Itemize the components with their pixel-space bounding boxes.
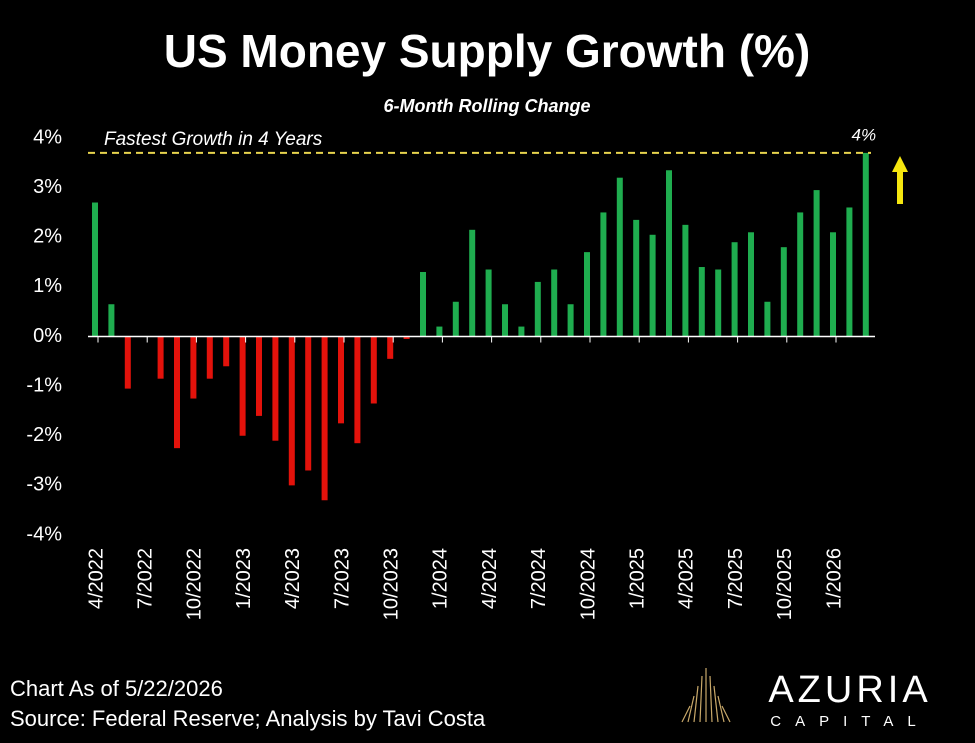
y-tick-label: -3% xyxy=(26,474,62,496)
bar xyxy=(731,242,738,337)
bar xyxy=(584,252,590,337)
y-tick-label: 4% xyxy=(33,126,62,148)
x-tick-label: 1/2026 xyxy=(823,548,845,609)
x-tick-label: 4/2023 xyxy=(282,548,304,609)
x-tick-label: 1/2023 xyxy=(233,548,255,609)
bar xyxy=(649,234,656,337)
logo-mark xyxy=(681,668,731,723)
bar xyxy=(239,336,246,436)
bar xyxy=(452,301,459,337)
x-tick-label: 7/2025 xyxy=(725,548,747,609)
x-tick-label: 7/2023 xyxy=(331,548,353,609)
logo-name: AZURIA xyxy=(768,669,931,711)
bar xyxy=(370,336,377,404)
bar xyxy=(420,271,426,337)
bar xyxy=(616,177,623,337)
bar xyxy=(518,326,525,337)
x-tick-label: 10/2023 xyxy=(380,548,402,620)
bar xyxy=(92,202,98,337)
bar xyxy=(780,247,787,337)
y-tick-label: 1% xyxy=(33,275,62,297)
bar xyxy=(223,336,230,367)
bar xyxy=(354,336,361,444)
x-tick-label: 1/2024 xyxy=(430,548,452,609)
bar xyxy=(846,207,853,337)
x-tick-label: 10/2022 xyxy=(184,548,206,620)
chart-title: US Money Supply Growth (%) xyxy=(164,25,811,77)
x-tick-label: 7/2022 xyxy=(134,548,156,609)
bar xyxy=(124,336,131,389)
x-tick-label: 4/2024 xyxy=(479,548,501,609)
x-tick-label: 7/2024 xyxy=(528,548,550,609)
bar xyxy=(305,336,312,471)
y-tick-label: 3% xyxy=(33,176,62,198)
bar xyxy=(436,326,443,337)
logo-tagline: CAPITAL xyxy=(770,713,929,730)
bar xyxy=(206,336,213,379)
value-label: 4% xyxy=(852,125,877,144)
bar xyxy=(256,336,262,416)
footer-note: Chart As of 5/22/2026 xyxy=(10,676,223,701)
bar xyxy=(748,232,754,337)
bar xyxy=(666,170,672,337)
x-tick-label: 10/2025 xyxy=(774,548,796,620)
bar xyxy=(502,304,508,337)
bar xyxy=(272,336,279,441)
bar xyxy=(321,336,328,501)
bar xyxy=(174,336,180,449)
bar xyxy=(633,219,640,337)
footer-source: Source: Federal Reserve; Analysis by Tav… xyxy=(10,706,486,731)
bar xyxy=(715,269,722,337)
bar xyxy=(403,336,410,339)
bar xyxy=(338,336,344,424)
bar xyxy=(567,304,574,337)
x-tick-label: 10/2024 xyxy=(577,548,599,620)
y-tick-label: 0% xyxy=(33,325,62,347)
bar xyxy=(682,224,689,337)
bar xyxy=(600,212,607,337)
up-arrow xyxy=(892,156,908,204)
y-tick-label: -2% xyxy=(26,424,62,446)
bar xyxy=(485,269,492,337)
x-tick-label: 4/2025 xyxy=(676,548,698,609)
bar xyxy=(190,336,197,399)
bar xyxy=(157,336,164,379)
bar xyxy=(288,336,295,486)
bar xyxy=(469,229,476,337)
bar xyxy=(830,232,836,337)
bar xyxy=(862,152,869,337)
bar xyxy=(387,336,394,359)
bar xyxy=(698,267,705,337)
y-tick-label: -1% xyxy=(26,374,62,396)
x-tick-label: 1/2025 xyxy=(626,548,648,609)
y-tick-label: 2% xyxy=(33,226,62,248)
x-tick-label: 4/2022 xyxy=(85,548,107,609)
bar xyxy=(534,281,541,337)
chart-subtitle: 6-Month Rolling Change xyxy=(384,96,591,116)
y-tick-label: -4% xyxy=(26,523,62,545)
reference-label: Fastest Growth in 4 Years xyxy=(104,129,323,150)
bar xyxy=(813,190,820,337)
bar xyxy=(797,212,804,337)
bar xyxy=(108,304,115,337)
bar xyxy=(551,269,558,337)
bar xyxy=(764,301,771,337)
